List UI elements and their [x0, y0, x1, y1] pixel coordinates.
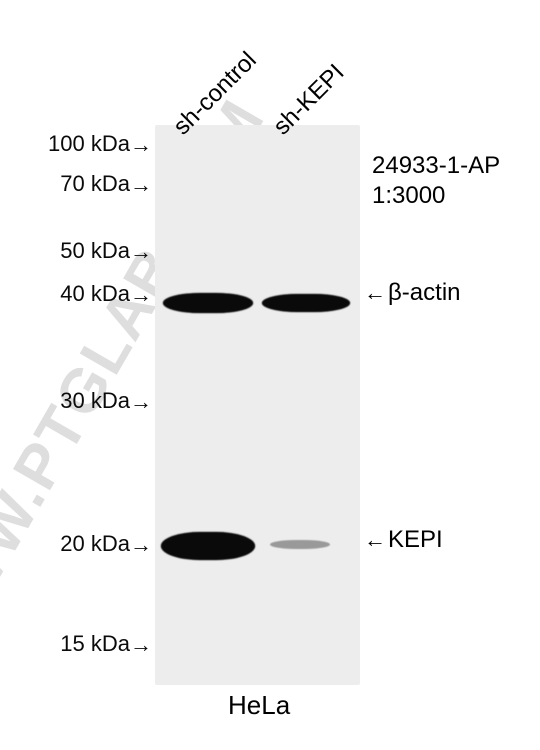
ladder-value: 50 kDa: [60, 238, 130, 263]
arrow-right-icon: →: [130, 174, 152, 196]
ladder-value: 100 kDa: [48, 131, 130, 156]
arrow-right-icon: →: [130, 134, 152, 156]
arrow-left-icon: ←: [364, 527, 386, 553]
ladder-value: 40 kDa: [60, 281, 130, 306]
band-beta-actin: [163, 293, 253, 313]
ladder-label: 100 kDa→: [48, 131, 152, 157]
ladder-value: 20 kDa: [60, 531, 130, 556]
figure-canvas: WWW.PTGLAB.COM 100 kDa→70 kDa→50 kDa→40 …: [0, 0, 540, 750]
arrow-right-icon: →: [130, 634, 152, 656]
cell-line-label: HeLa: [228, 690, 290, 721]
ladder-label: 20 kDa→: [60, 531, 152, 557]
band-kepi: [270, 540, 330, 549]
band-kepi: [161, 532, 255, 560]
arrow-right-icon: →: [130, 534, 152, 556]
ladder-value: 15 kDa: [60, 631, 130, 656]
dilution: 1:3000: [372, 182, 445, 210]
annotation-text: KEPI: [388, 526, 443, 553]
ladder-label: 15 kDa→: [60, 631, 152, 657]
ladder-label: 30 kDa→: [60, 388, 152, 414]
annotation-kepi: ←KEPI: [364, 526, 443, 554]
annotation-text: β-actin: [388, 279, 461, 306]
ladder-label: 40 kDa→: [60, 281, 152, 307]
arrow-right-icon: →: [130, 391, 152, 413]
band-beta-actin: [262, 294, 350, 312]
arrow-right-icon: →: [130, 241, 152, 263]
annotation---actin: ←β-actin: [364, 279, 461, 307]
ladder-value: 70 kDa: [60, 171, 130, 196]
blot-region: [155, 125, 360, 685]
ladder-label: 50 kDa→: [60, 238, 152, 264]
antibody-id: 24933-1-AP: [372, 152, 500, 180]
ladder-label: 70 kDa→: [60, 171, 152, 197]
ladder-value: 30 kDa: [60, 388, 130, 413]
arrow-right-icon: →: [130, 284, 152, 306]
arrow-left-icon: ←: [364, 280, 386, 306]
